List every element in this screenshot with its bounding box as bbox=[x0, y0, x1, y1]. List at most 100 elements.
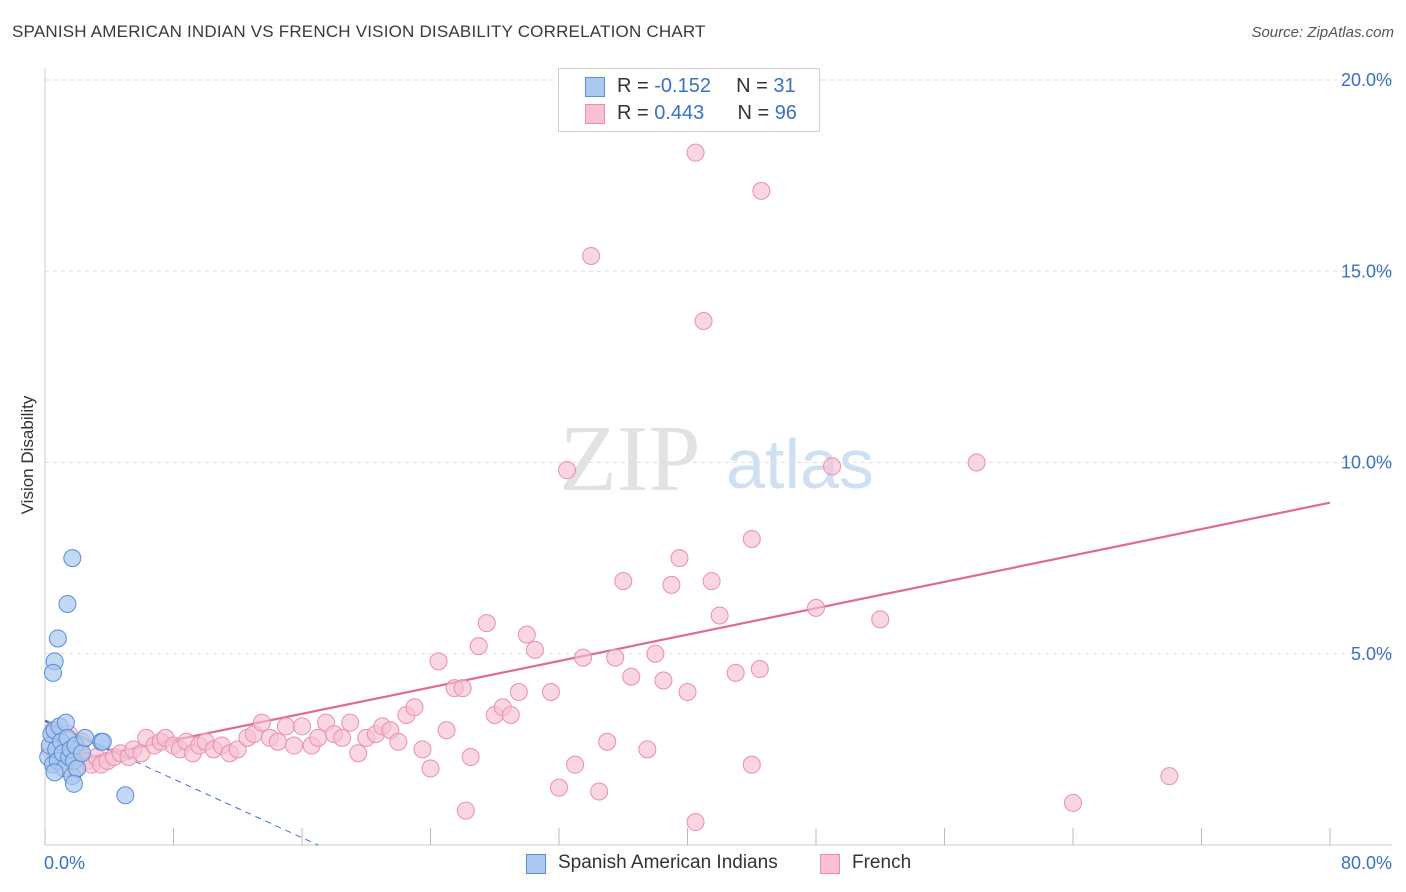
point-french bbox=[284, 736, 303, 755]
legend-swatch-blue bbox=[585, 77, 605, 97]
point-french bbox=[429, 652, 448, 671]
point-french bbox=[228, 740, 247, 759]
point-french bbox=[967, 453, 986, 472]
point-french bbox=[341, 713, 360, 732]
axes bbox=[44, 68, 1392, 846]
point-french bbox=[276, 717, 295, 736]
point-french bbox=[606, 648, 625, 667]
point-spanish-american-indians bbox=[72, 744, 91, 763]
n-value: 31 bbox=[773, 75, 796, 97]
watermark: ZIP atlas bbox=[560, 407, 874, 511]
y-tick-label: 20.0% bbox=[1341, 70, 1392, 90]
point-spanish-american-indians bbox=[58, 595, 77, 614]
legend-swatch-blue bbox=[526, 854, 546, 874]
point-french bbox=[750, 660, 769, 679]
point-french bbox=[550, 778, 568, 797]
point-spanish-american-indians bbox=[63, 549, 82, 568]
r-value: 0.443 bbox=[654, 102, 705, 124]
point-french bbox=[437, 721, 456, 740]
point-spanish-american-indians bbox=[48, 629, 67, 648]
point-spanish-american-indians bbox=[76, 728, 95, 747]
trend-line-spanish-american-indians-extension bbox=[125, 756, 319, 846]
point-french bbox=[293, 717, 311, 736]
point-french bbox=[622, 667, 641, 686]
point-french bbox=[678, 683, 697, 701]
n-label: N = bbox=[736, 75, 774, 97]
y-tick-label: 10.0% bbox=[1341, 453, 1392, 473]
r-label: R = bbox=[617, 102, 655, 124]
point-french bbox=[742, 530, 761, 548]
point-french bbox=[1064, 793, 1082, 812]
point-spanish-american-indians bbox=[93, 732, 112, 751]
n-value: 96 bbox=[774, 102, 797, 124]
point-french bbox=[477, 614, 496, 633]
r-label: R = bbox=[617, 75, 655, 97]
y-tick-label: 15.0% bbox=[1341, 261, 1392, 281]
point-french bbox=[670, 549, 689, 568]
point-french bbox=[823, 457, 842, 476]
point-french bbox=[742, 755, 761, 774]
tick-labels: 5.0% 10.0% 15.0% 20.0% 0.0% 80.0% bbox=[44, 70, 1392, 873]
point-french bbox=[501, 705, 520, 724]
point-french bbox=[694, 311, 713, 330]
source-label: Source: ZipAtlas.com bbox=[1251, 24, 1394, 41]
point-french bbox=[525, 640, 544, 659]
point-french bbox=[598, 732, 617, 751]
point-french bbox=[541, 683, 560, 701]
point-french bbox=[752, 181, 771, 200]
x-tick-label: 80.0% bbox=[1341, 853, 1392, 873]
point-french bbox=[461, 748, 480, 767]
x-tick-label: 0.0% bbox=[44, 853, 85, 873]
point-french bbox=[574, 648, 593, 667]
y-tick-label: 5.0% bbox=[1351, 644, 1392, 664]
point-spanish-american-indians bbox=[64, 774, 83, 793]
point-french bbox=[469, 637, 488, 656]
stats-legend: R = -0.152 N = 31 R = 0.443 N = 96 bbox=[558, 68, 820, 132]
grid-lines bbox=[45, 79, 1392, 655]
legend-label: Spanish American Indians bbox=[558, 852, 778, 873]
point-french bbox=[413, 740, 432, 759]
point-french bbox=[309, 728, 328, 747]
point-french bbox=[1160, 767, 1179, 786]
point-french bbox=[662, 575, 681, 594]
point-spanish-american-indians bbox=[68, 759, 87, 778]
data-points bbox=[39, 143, 1179, 832]
point-french bbox=[566, 755, 585, 774]
legend-swatch-pink bbox=[585, 104, 605, 124]
point-french bbox=[702, 572, 721, 591]
point-spanish-american-indians bbox=[56, 713, 75, 732]
legend-swatch-pink bbox=[820, 854, 840, 874]
point-french bbox=[871, 610, 890, 629]
point-french bbox=[614, 572, 633, 591]
r-value: -0.152 bbox=[654, 75, 711, 97]
point-french bbox=[389, 732, 408, 751]
point-french bbox=[726, 663, 745, 682]
point-french bbox=[405, 698, 424, 717]
point-french bbox=[590, 782, 609, 801]
point-spanish-american-indians bbox=[45, 763, 64, 782]
point-french bbox=[654, 671, 673, 690]
point-french bbox=[349, 744, 368, 763]
point-french bbox=[456, 801, 475, 820]
legend-label: French bbox=[852, 852, 912, 873]
watermark-atlas: atlas bbox=[726, 425, 874, 503]
chart-title: SPANISH AMERICAN INDIAN VS FRENCH VISION… bbox=[12, 22, 706, 41]
point-french bbox=[686, 813, 705, 832]
point-french bbox=[638, 740, 657, 759]
watermark-zip: ZIP bbox=[560, 407, 701, 511]
point-french bbox=[268, 732, 287, 751]
n-label: N = bbox=[737, 102, 775, 124]
point-french bbox=[333, 728, 352, 747]
point-french bbox=[807, 598, 825, 617]
point-french bbox=[453, 679, 472, 698]
point-french bbox=[517, 625, 536, 644]
trend-line-french bbox=[44, 501, 1331, 768]
point-french bbox=[509, 683, 528, 701]
point-french bbox=[646, 644, 665, 663]
point-french bbox=[252, 713, 271, 732]
point-french bbox=[421, 759, 440, 778]
point-french bbox=[686, 143, 705, 162]
point-french bbox=[582, 246, 601, 265]
point-spanish-american-indians bbox=[116, 786, 135, 805]
